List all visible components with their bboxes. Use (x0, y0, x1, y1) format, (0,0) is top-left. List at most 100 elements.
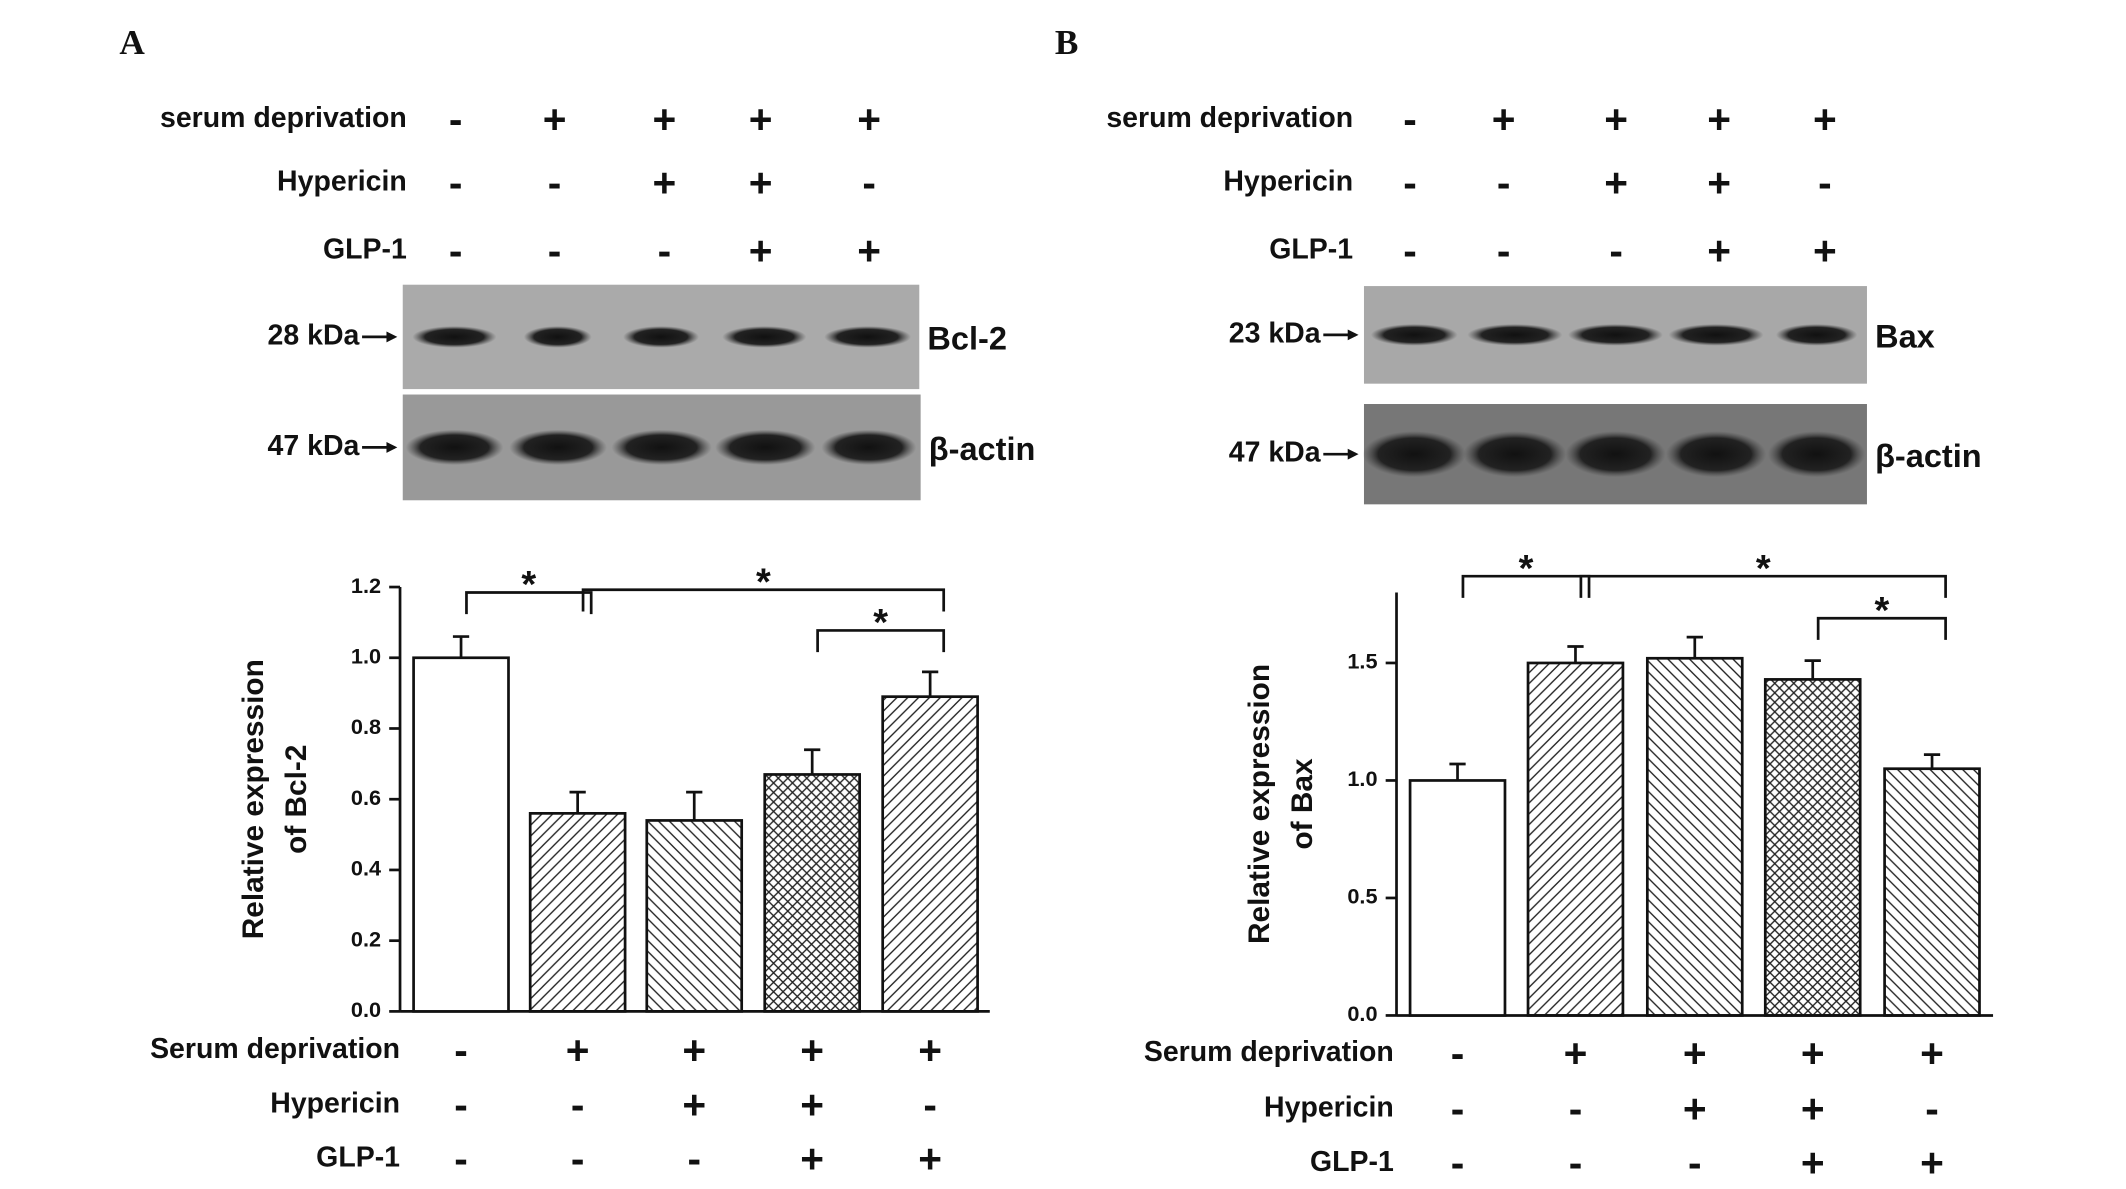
blot-size: 47 kDa (1229, 437, 1322, 469)
condition-symbol: - (548, 159, 562, 205)
condition-label: serum deprivation (160, 102, 407, 134)
condition-symbol: + (1707, 96, 1731, 142)
condition-symbol: + (918, 1136, 942, 1182)
blot-size: 28 kDa (268, 319, 361, 351)
error-bar (1449, 762, 1466, 781)
significance-label: * (756, 561, 771, 603)
blot-protein: Bcl-2 (927, 321, 1007, 357)
y-tick-label: 0.0 (1347, 1001, 1377, 1026)
condition-symbol: + (1801, 1030, 1825, 1076)
bar (1883, 767, 1981, 1017)
condition-symbol: - (862, 159, 876, 205)
y-tick-label: 1.0 (351, 644, 381, 669)
condition-symbol: - (1609, 227, 1623, 273)
condition-symbol: - (1818, 159, 1832, 205)
significance-label: * (873, 602, 888, 644)
condition-symbol: - (1451, 1085, 1465, 1131)
blot-band (611, 429, 712, 466)
condition-symbol: + (543, 96, 567, 142)
bar (528, 812, 627, 1013)
error-bar (1923, 753, 1941, 769)
condition-symbol: + (749, 159, 773, 205)
condition-symbol: - (454, 1136, 468, 1182)
condition-symbol: + (857, 96, 881, 142)
significance-bracket (1816, 616, 1947, 640)
significance-bracket (1461, 574, 1591, 598)
blot-band (509, 429, 607, 466)
condition-symbol: - (449, 159, 463, 205)
condition-symbol: - (548, 227, 562, 273)
blot-band (1463, 431, 1567, 478)
error-bar (1804, 659, 1821, 680)
blot-band (824, 326, 912, 348)
condition-symbol: - (923, 1081, 937, 1127)
condition-symbol: - (1925, 1085, 1939, 1131)
condition-symbol: - (1497, 227, 1511, 273)
condition-symbol: + (1604, 96, 1628, 142)
condition-label: GLP-1 (1310, 1146, 1394, 1178)
blot-band (1565, 431, 1666, 478)
error-bar (1686, 635, 1703, 659)
condition-symbol: + (1813, 96, 1837, 142)
condition-symbol: + (1683, 1030, 1707, 1076)
condition-symbol: + (857, 227, 881, 273)
y-tick-label: 0.8 (351, 714, 381, 739)
condition-symbol: - (454, 1081, 468, 1127)
error-bar (1567, 645, 1584, 663)
y-tick-label: 0.2 (351, 926, 381, 951)
significance-bracket (465, 591, 593, 615)
error-bar (804, 748, 821, 775)
blot-band (1370, 324, 1458, 346)
panel-letter: B (1055, 23, 1079, 62)
bar (1763, 678, 1862, 1017)
blot-band (1467, 324, 1563, 346)
bar (412, 656, 510, 1013)
blot-band (722, 326, 807, 348)
condition-symbol: + (800, 1027, 824, 1073)
y-tick-label: 0.0 (351, 997, 381, 1022)
condition-symbol: + (566, 1027, 590, 1073)
condition-symbol: + (1492, 96, 1516, 142)
condition-label: Serum deprivation (1144, 1036, 1394, 1068)
condition-symbol: - (571, 1136, 585, 1182)
blot-band (405, 429, 504, 466)
condition-symbol: - (571, 1081, 585, 1127)
condition-symbol: - (687, 1136, 701, 1182)
y-axis-label: Relative expression (237, 659, 270, 939)
y-axis-label: Relative expression (1243, 664, 1276, 944)
condition-symbol: + (1604, 159, 1628, 205)
condition-symbol: - (658, 227, 672, 273)
significance-label: * (521, 564, 536, 606)
condition-symbol: + (800, 1081, 824, 1127)
condition-label: serum deprivation (1106, 102, 1353, 134)
condition-label: Hypericin (1264, 1092, 1394, 1124)
blot-size: 47 kDa (268, 430, 361, 462)
y-tick-label: 0.5 (1347, 884, 1377, 909)
y-tick-label: 1.5 (1347, 649, 1377, 674)
condition-symbol: - (1569, 1140, 1583, 1186)
blot-band (821, 429, 917, 466)
condition-symbol: - (449, 227, 463, 273)
bar (881, 695, 979, 1013)
blot-arrowhead (1347, 329, 1359, 341)
condition-label: Hypericin (277, 166, 407, 198)
condition-symbol: + (1683, 1085, 1707, 1131)
blot-band (1775, 324, 1858, 346)
condition-symbol: + (1564, 1030, 1588, 1076)
y-tick-label: 0.4 (351, 856, 381, 881)
blot-protein: β-actin (1875, 438, 1982, 474)
condition-symbol: - (1497, 159, 1511, 205)
blot-band (523, 326, 592, 348)
condition-symbol: + (1801, 1085, 1825, 1131)
y-tick-label: 1.2 (351, 573, 381, 598)
blot-arrowhead (1347, 448, 1359, 460)
error-bar (452, 635, 470, 658)
condition-symbol: - (1403, 159, 1417, 205)
y-axis-label: of Bcl-2 (280, 745, 313, 854)
bar (1526, 661, 1625, 1017)
condition-symbol: - (1451, 1030, 1465, 1076)
condition-symbol: + (1707, 227, 1731, 273)
condition-symbol: + (1813, 227, 1837, 273)
panel-letter: A (119, 23, 145, 62)
